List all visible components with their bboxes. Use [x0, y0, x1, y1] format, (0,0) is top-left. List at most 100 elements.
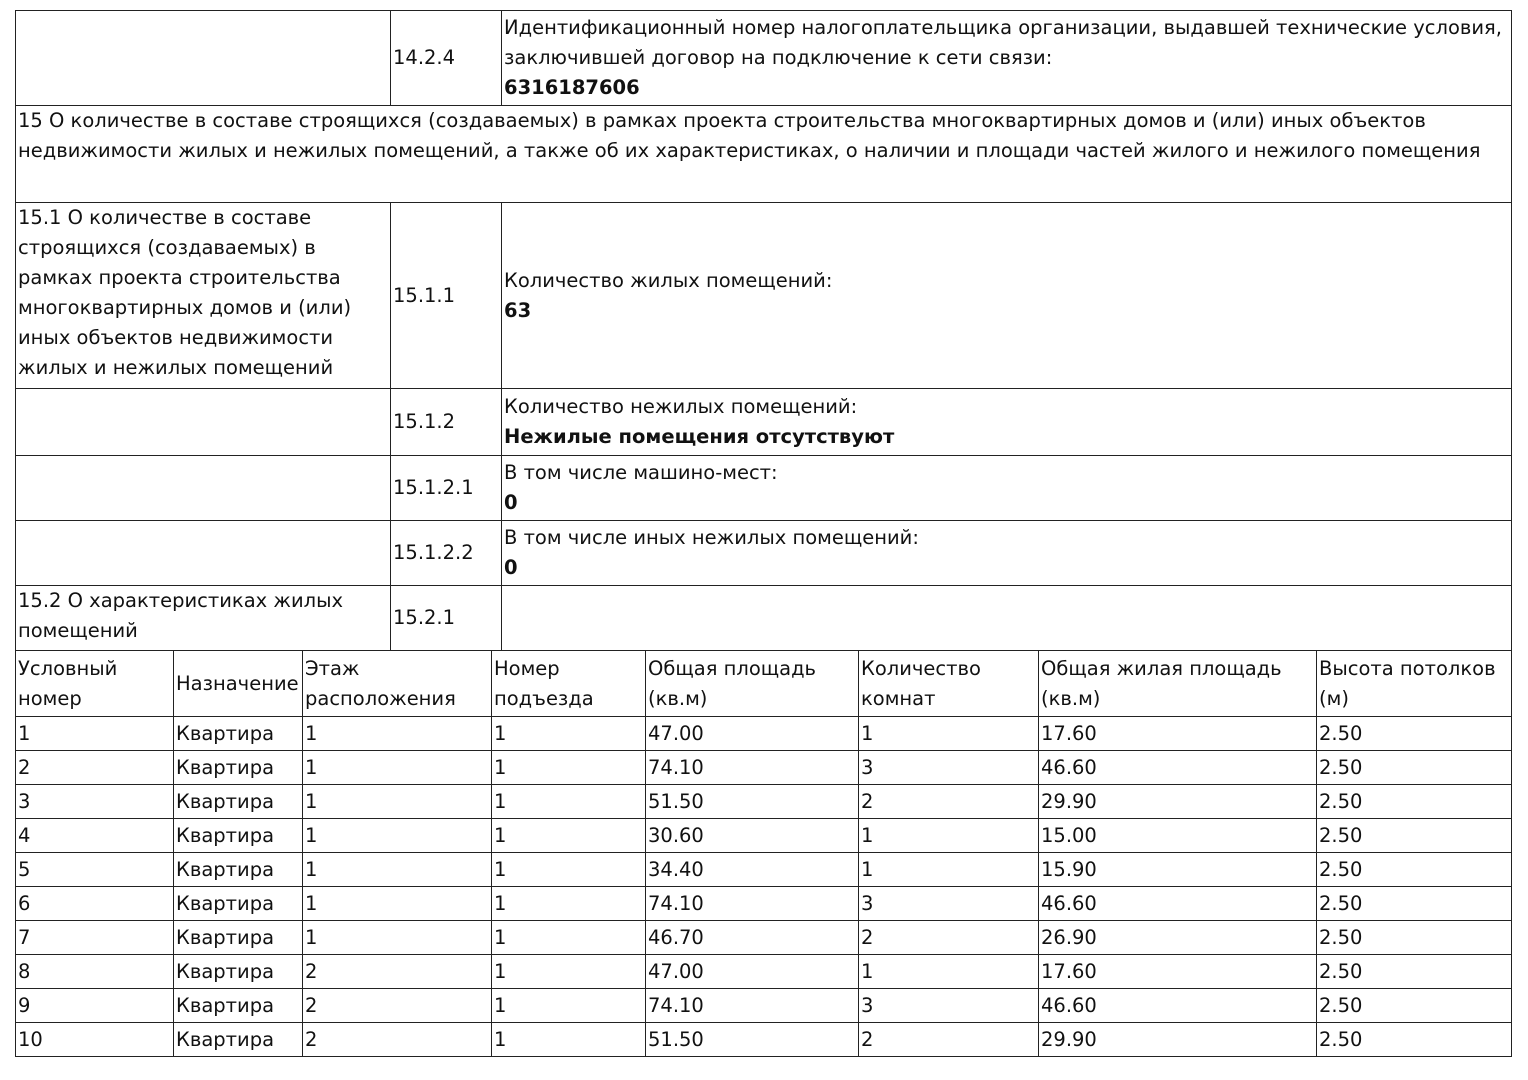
header-number: Условный номер — [15, 650, 174, 717]
cell-rooms: 2 — [858, 920, 1039, 955]
cell-purpose: Квартира — [173, 1022, 303, 1057]
cell-living-area: 46.60 — [1038, 886, 1317, 921]
header-rooms: Количество комнат — [858, 650, 1039, 717]
cell-floor: 1 — [302, 852, 492, 887]
table-row: 10 Квартира 2 1 51.50 2 29.90 2.50 — [15, 1022, 1512, 1057]
empty-cell — [15, 10, 391, 106]
table-row: 9 Квартира 2 1 74.10 3 46.60 2.50 — [15, 988, 1512, 1023]
empty-cell — [15, 388, 391, 456]
row-value: 0 — [504, 556, 518, 579]
cell-floor: 2 — [302, 988, 492, 1023]
cell-rooms: 3 — [858, 886, 1039, 921]
row-code: 14.2.4 — [390, 10, 502, 106]
header-purpose: Назначение — [173, 650, 303, 717]
section-heading: 15 О количестве в составе строящихся (со… — [15, 105, 1512, 203]
cell-living-area: 17.60 — [1038, 954, 1317, 989]
subsection-heading: 15.1 О количестве в составе строящихся (… — [15, 202, 391, 389]
row-label: В том числе иных нежилых помещений: — [504, 526, 919, 549]
cell-living-area: 15.90 — [1038, 852, 1317, 887]
table-row: 2 Квартира 1 1 74.10 3 46.60 2.50 — [15, 750, 1512, 785]
cell-entrance: 1 — [491, 716, 646, 751]
row-value: 63 — [504, 298, 532, 322]
cell-ceiling-height: 2.50 — [1316, 818, 1512, 853]
row-15-1-2-1: 15.1.2.1 В том числе машино-мест: 0 — [15, 455, 1512, 521]
row-code: 15.2.1 — [390, 585, 502, 651]
cell-number: 6 — [15, 886, 174, 921]
row-code: 15.1.2.1 — [390, 455, 502, 521]
cell-rooms: 1 — [858, 818, 1039, 853]
cell-ceiling-height: 2.50 — [1316, 886, 1512, 921]
cell-rooms: 3 — [858, 750, 1039, 785]
cell-number: 8 — [15, 954, 174, 989]
cell-entrance: 1 — [491, 784, 646, 819]
cell-entrance: 1 — [491, 818, 646, 853]
header-floor: Этаж расположения — [302, 650, 492, 717]
cell-purpose: Квартира — [173, 784, 303, 819]
row-value: Нежилые помещения отсутствуют — [504, 425, 895, 448]
row-label: Количество нежилых помещений: — [504, 395, 858, 418]
cell-purpose: Квартира — [173, 920, 303, 955]
cell-living-area: 46.60 — [1038, 750, 1317, 785]
cell-number: 2 — [15, 750, 174, 785]
cell-total-area: 47.00 — [645, 716, 859, 751]
cell-entrance: 1 — [491, 886, 646, 921]
row-15-1-2: 15.1.2 Количество нежилых помещений: Нежи… — [15, 388, 1512, 456]
cell-floor: 1 — [302, 750, 492, 785]
cell-rooms: 2 — [858, 1022, 1039, 1057]
row-content: Количество жилых помещений: 63 — [501, 202, 1512, 389]
apartments-table: Условный номер Назначение Этаж расположени… — [15, 650, 1512, 1057]
cell-number: 5 — [15, 852, 174, 887]
cell-total-area: 51.50 — [645, 784, 859, 819]
cell-purpose: Квартира — [173, 716, 303, 751]
cell-living-area: 46.60 — [1038, 988, 1317, 1023]
cell-rooms: 1 — [858, 852, 1039, 887]
cell-entrance: 1 — [491, 852, 646, 887]
row-label: Идентификационный номер налогоплательщик… — [504, 16, 1502, 69]
table-row: 3 Квартира 1 1 51.50 2 29.90 2.50 — [15, 784, 1512, 819]
cell-floor: 2 — [302, 954, 492, 989]
cell-entrance: 1 — [491, 920, 646, 955]
cell-total-area: 74.10 — [645, 750, 859, 785]
cell-rooms: 3 — [858, 988, 1039, 1023]
empty-cell — [15, 520, 391, 586]
cell-ceiling-height: 2.50 — [1316, 920, 1512, 955]
cell-total-area: 46.70 — [645, 920, 859, 955]
cell-total-area: 47.00 — [645, 954, 859, 989]
cell-rooms: 1 — [858, 954, 1039, 989]
cell-entrance: 1 — [491, 954, 646, 989]
row-label: В том числе машино-мест: — [504, 461, 778, 484]
row-code: 15.1.1 — [390, 202, 502, 389]
cell-ceiling-height: 2.50 — [1316, 852, 1512, 887]
cell-ceiling-height: 2.50 — [1316, 954, 1512, 989]
cell-ceiling-height: 2.50 — [1316, 1022, 1512, 1057]
row-15-1-2-2: 15.1.2.2 В том числе иных нежилых помеще… — [15, 520, 1512, 586]
cell-living-area: 17.60 — [1038, 716, 1317, 751]
cell-total-area: 30.60 — [645, 818, 859, 853]
cell-floor: 1 — [302, 818, 492, 853]
row-content: Идентификационный номер налогоплательщик… — [501, 10, 1512, 106]
row-content: В том числе машино-мест: 0 — [501, 455, 1512, 521]
cell-living-area: 29.90 — [1038, 784, 1317, 819]
cell-purpose: Квартира — [173, 886, 303, 921]
cell-purpose: Квартира — [173, 818, 303, 853]
cell-purpose: Квартира — [173, 750, 303, 785]
row-content: В том числе иных нежилых помещений: 0 — [501, 520, 1512, 586]
cell-purpose: Квартира — [173, 954, 303, 989]
table-row: 4 Квартира 1 1 30.60 1 15.00 2.50 — [15, 818, 1512, 853]
cell-living-area: 26.90 — [1038, 920, 1317, 955]
cell-floor: 1 — [302, 886, 492, 921]
header-ceiling-height: Высота потолков (м) — [1316, 650, 1512, 717]
info-table: 14.2.4 Идентификационный номер налогопла… — [15, 10, 1512, 651]
cell-number: 9 — [15, 988, 174, 1023]
cell-rooms: 2 — [858, 784, 1039, 819]
cell-total-area: 51.50 — [645, 1022, 859, 1057]
table-row: 5 Квартира 1 1 34.40 1 15.90 2.50 — [15, 852, 1512, 887]
cell-ceiling-height: 2.50 — [1316, 988, 1512, 1023]
cell-number: 4 — [15, 818, 174, 853]
cell-entrance: 1 — [491, 988, 646, 1023]
cell-floor: 2 — [302, 1022, 492, 1057]
cell-ceiling-height: 2.50 — [1316, 750, 1512, 785]
cell-total-area: 34.40 — [645, 852, 859, 887]
row-14-2-4: 14.2.4 Идентификационный номер налогопла… — [15, 10, 1512, 106]
cell-number: 3 — [15, 784, 174, 819]
